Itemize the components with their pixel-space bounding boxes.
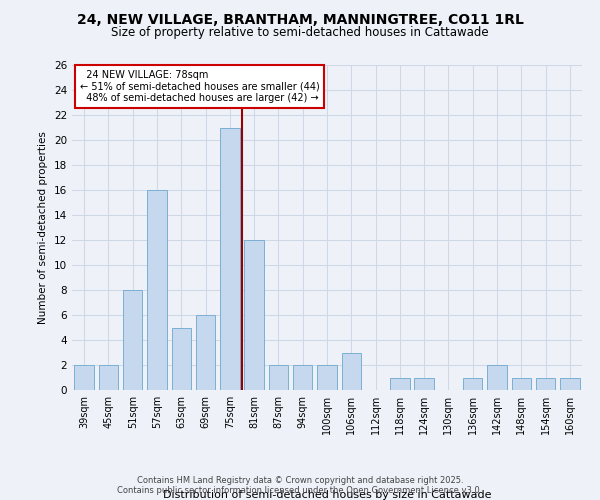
Text: 24 NEW VILLAGE: 78sqm
← 51% of semi-detached houses are smaller (44)
  48% of se: 24 NEW VILLAGE: 78sqm ← 51% of semi-deta…	[80, 70, 319, 103]
Bar	[99, 365, 118, 390]
Text: Size of property relative to semi-detached houses in Cattawade: Size of property relative to semi-detach…	[111, 26, 489, 39]
Bar	[487, 365, 507, 390]
Bar	[269, 365, 288, 390]
X-axis label: Distribution of semi-detached houses by size in Cattawade: Distribution of semi-detached houses by …	[163, 490, 491, 500]
Bar	[536, 378, 555, 390]
Text: Contains HM Land Registry data © Crown copyright and database right 2025.
Contai: Contains HM Land Registry data © Crown c…	[118, 476, 482, 495]
Bar	[293, 365, 313, 390]
Bar	[560, 378, 580, 390]
Bar	[317, 365, 337, 390]
Bar	[123, 290, 142, 390]
Y-axis label: Number of semi-detached properties: Number of semi-detached properties	[38, 131, 49, 324]
Text: 24, NEW VILLAGE, BRANTHAM, MANNINGTREE, CO11 1RL: 24, NEW VILLAGE, BRANTHAM, MANNINGTREE, …	[77, 12, 523, 26]
Bar	[390, 378, 410, 390]
Bar	[341, 352, 361, 390]
Bar	[196, 315, 215, 390]
Bar	[74, 365, 94, 390]
Bar	[463, 378, 482, 390]
Bar	[147, 190, 167, 390]
Bar	[172, 328, 191, 390]
Bar	[244, 240, 264, 390]
Bar	[415, 378, 434, 390]
Bar	[220, 128, 239, 390]
Bar	[512, 378, 531, 390]
